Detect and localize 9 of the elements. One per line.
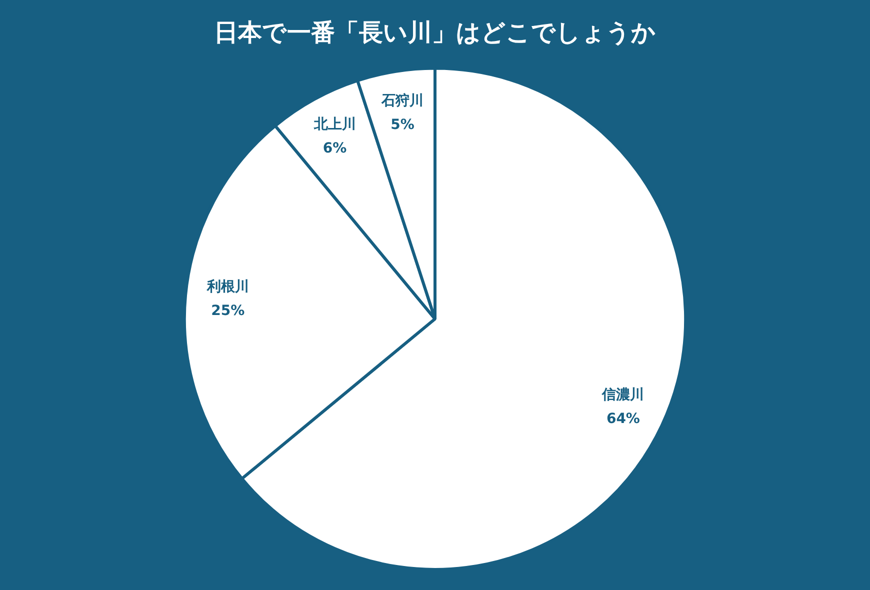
data-label: 25% (211, 302, 245, 319)
slice-label: 北上川 (312, 116, 356, 132)
data-label: 6% (322, 140, 347, 156)
data-label: 64% (606, 411, 640, 428)
data-label: 5% (390, 117, 414, 134)
slice-label: 信濃川 (601, 387, 644, 404)
chart-title: 日本で一番「長い川」はどこでしょうか (214, 18, 656, 47)
slice-label: 石狩川 (380, 92, 424, 110)
slice-label: 利根川 (206, 278, 249, 295)
